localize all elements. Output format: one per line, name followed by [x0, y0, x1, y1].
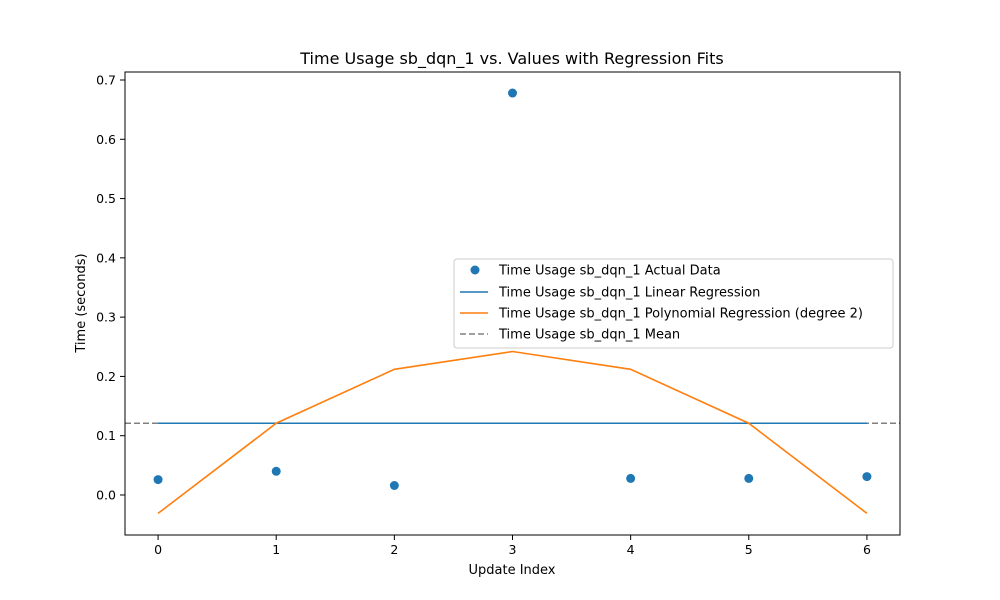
legend-label: Time Usage sb_dqn_1 Linear Regression — [498, 286, 760, 301]
y-axis-label: Time (seconds) — [74, 253, 89, 353]
polynomial-regression-line — [157, 350, 868, 514]
x-tick-label: 1 — [272, 542, 280, 557]
x-tick-label: 2 — [390, 542, 398, 557]
y-tick-label: 0.7 — [96, 73, 116, 88]
y-tick-label: 0.1 — [96, 428, 116, 443]
data-point — [271, 466, 281, 476]
legend-label: Time Usage sb_dqn_1 Actual Data — [498, 264, 721, 279]
data-point — [153, 475, 163, 485]
y-tick-label: 0.4 — [96, 250, 116, 265]
data-point — [862, 472, 872, 482]
x-tick-label: 3 — [509, 542, 517, 557]
y-tick-label: 0.3 — [96, 310, 116, 325]
data-point — [744, 473, 754, 483]
y-tick-label: 0.5 — [96, 191, 116, 206]
x-tick-label: 0 — [154, 542, 162, 557]
chart-title: Time Usage sb_dqn_1 vs. Values with Regr… — [299, 49, 723, 69]
x-axis-label: Update Index — [468, 563, 555, 578]
legend-label: Time Usage sb_dqn_1 Polynomial Regressio… — [498, 307, 863, 322]
x-tick-label: 6 — [863, 542, 871, 557]
y-tick-label: 0.2 — [96, 369, 116, 384]
axis-ticks: 0 1 2 3 4 5 6 0.0 0.1 0.2 0.3 0.4 0.5 0.6 0.7 — [96, 73, 871, 557]
y-tick-label: 0.0 — [96, 487, 116, 502]
legend-marker-scatter — [470, 265, 480, 275]
legend-label: Time Usage sb_dqn_1 Mean — [498, 328, 680, 343]
legend-box — [453, 258, 894, 349]
x-tick-label: 4 — [627, 542, 635, 557]
data-point — [508, 88, 517, 98]
y-tick-label: 0.6 — [96, 132, 116, 147]
data-point — [626, 473, 636, 483]
legend: Time Usage sb_dqn_1 Actual Data Time Usag… — [453, 258, 894, 349]
data-point — [389, 480, 399, 490]
x-tick-label: 5 — [745, 542, 753, 557]
